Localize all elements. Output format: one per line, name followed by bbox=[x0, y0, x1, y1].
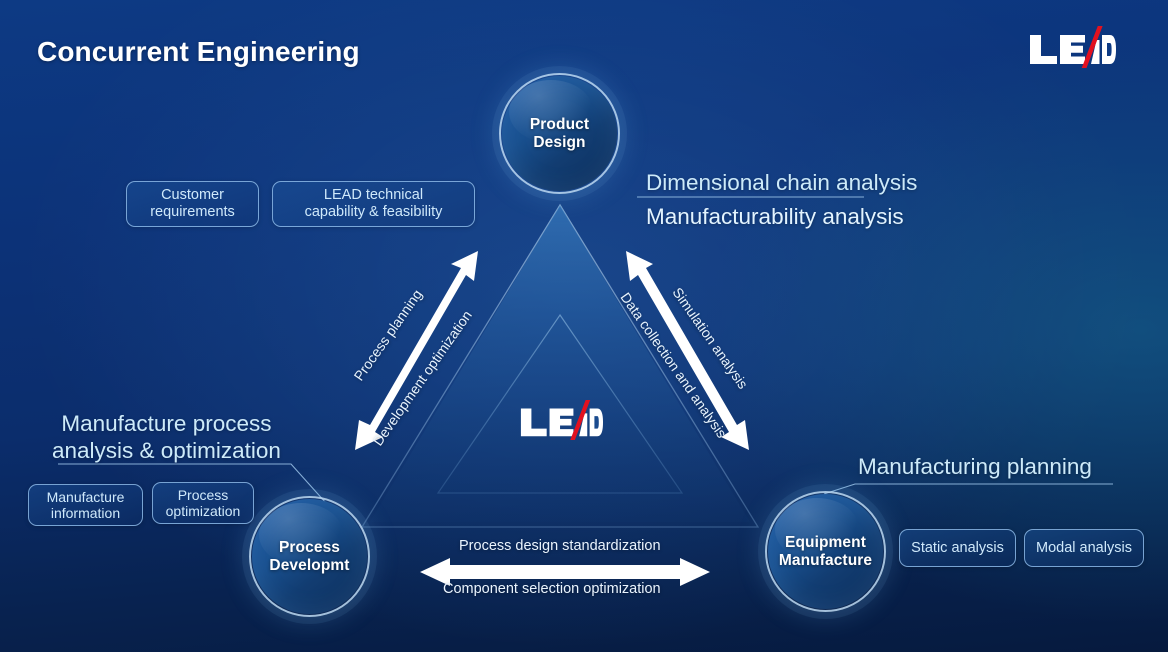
heading-line-dimensional-chain: Dimensional chain analysis bbox=[646, 170, 918, 195]
filled-triangle bbox=[370, 205, 750, 522]
node-ring bbox=[765, 491, 886, 612]
node-label: Process Developmt bbox=[269, 539, 349, 574]
connector-left-heading bbox=[58, 463, 327, 504]
pill-manufacture-information[interactable]: Manufacture information bbox=[28, 484, 143, 526]
pill-text: LEAD technical capability & feasibility bbox=[305, 187, 443, 221]
inner-triangle bbox=[436, 313, 684, 494]
node-ring bbox=[499, 73, 620, 194]
pill-line1: Customer bbox=[161, 187, 224, 204]
heading-line-1: Manufacture process bbox=[61, 411, 272, 436]
pill-line1: Static analysis bbox=[911, 539, 1004, 556]
arrow-bottom-horizontal bbox=[420, 558, 710, 586]
node-label-line2: Manufacture bbox=[778, 551, 873, 569]
arrow-left-diagonal bbox=[355, 251, 478, 450]
pill-line1: LEAD technical bbox=[323, 187, 424, 204]
pill-lead-technical[interactable]: LEAD technical capability & feasibility bbox=[272, 181, 475, 227]
pill-line2: optimization bbox=[165, 503, 241, 519]
pill-text: Manufacture information bbox=[47, 489, 125, 521]
arrow-label-process-design-standardization: Process design standardization bbox=[459, 538, 661, 554]
page-title: Concurrent Engineering bbox=[37, 36, 360, 67]
node-equipment-manufacture[interactable]: Equipment Manufacture bbox=[765, 491, 886, 612]
pill-line1: Process bbox=[177, 486, 229, 503]
node-label-line1: Product bbox=[529, 116, 590, 134]
node-label: Equipment Manufacture bbox=[779, 534, 872, 569]
pill-static-analysis[interactable]: Static analysis bbox=[899, 529, 1016, 567]
node-product-design[interactable]: Product Design bbox=[499, 73, 620, 194]
pill-process-optimization[interactable]: Process optimization bbox=[152, 482, 254, 524]
node-label-line2: Design bbox=[533, 133, 586, 151]
lead-logo-center bbox=[519, 399, 603, 441]
heading-line-manufacturability: Manufacturability analysis bbox=[646, 204, 904, 230]
heading-line-2: analysis & optimization bbox=[52, 437, 281, 463]
pill-text: Process optimization bbox=[166, 487, 241, 519]
node-label: Product Design bbox=[530, 116, 589, 151]
pill-line2: requirements bbox=[150, 204, 235, 220]
pill-modal-analysis[interactable]: Modal analysis bbox=[1024, 529, 1144, 567]
pill-line1: Modal analysis bbox=[1036, 539, 1132, 556]
node-label-line2: Developmt bbox=[269, 556, 350, 574]
heading-product-design-annotations: Dimensional chain analysis Manufacturabi… bbox=[646, 166, 917, 234]
node-ring bbox=[249, 496, 370, 617]
connector-bottomright-heading bbox=[823, 483, 1113, 495]
pill-customer-requirements[interactable]: Customer requirements bbox=[126, 181, 259, 227]
node-process-development[interactable]: Process Developmt bbox=[249, 496, 370, 617]
arrow-label-component-selection-optimization: Component selection optimization bbox=[443, 581, 661, 597]
arrow-right-diagonal bbox=[626, 251, 749, 450]
heading-manufacturing-planning: Manufacturing planning bbox=[858, 454, 1092, 479]
heading-manufacture-process: Manufacture process analysis & optimizat… bbox=[52, 411, 281, 464]
lead-logo-top-right bbox=[1028, 25, 1116, 69]
node-label-line1: Process bbox=[278, 539, 341, 557]
pill-line2: capability & feasibility bbox=[304, 204, 443, 220]
outer-triangle bbox=[360, 203, 760, 528]
node-label-line1: Equipment bbox=[785, 534, 866, 552]
pill-line2: information bbox=[50, 505, 121, 521]
pill-text: Customer requirements bbox=[150, 187, 235, 221]
pill-line1: Manufacture bbox=[46, 488, 125, 505]
